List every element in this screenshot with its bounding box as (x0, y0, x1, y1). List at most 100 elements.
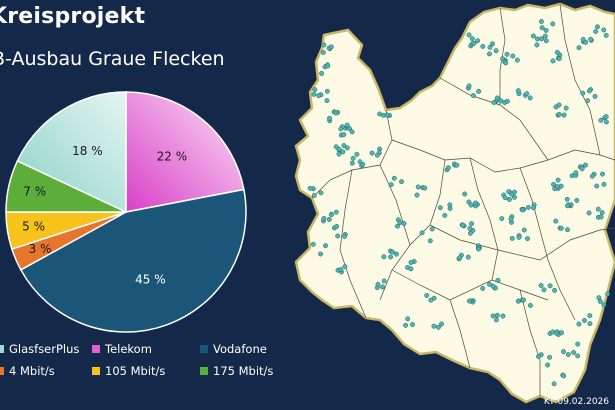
address-dot (493, 317, 499, 323)
address-dot (487, 51, 492, 57)
address-dot (554, 49, 560, 55)
legend-item: 175 Mbit/s (200, 364, 273, 378)
address-dot (530, 33, 536, 39)
address-dot (596, 295, 602, 301)
address-dot (547, 283, 553, 289)
address-dot (588, 36, 594, 42)
address-dot (335, 233, 341, 239)
address-dot (565, 227, 570, 233)
address-dot (594, 183, 600, 189)
address-dot (551, 181, 556, 187)
address-dot (357, 159, 363, 165)
address-dot (318, 251, 324, 257)
address-dot (480, 285, 486, 291)
address-dot (408, 266, 414, 272)
address-dot (480, 43, 486, 49)
pie-slice-label: 5 % (22, 220, 45, 234)
address-dot (535, 36, 540, 42)
address-dot (595, 206, 601, 212)
address-dot (558, 225, 564, 231)
address-dot (556, 56, 562, 62)
address-dot (424, 293, 430, 298)
address-dot (470, 93, 476, 99)
address-dot (589, 173, 595, 179)
page-title: Kreisprojekt (0, 4, 146, 29)
address-dot (374, 152, 380, 158)
address-dot (521, 227, 527, 233)
address-dot (553, 104, 559, 110)
address-dot (320, 50, 326, 55)
address-dot (508, 216, 514, 222)
address-dot (539, 25, 545, 31)
legend-label: Telekom (105, 342, 152, 356)
address-dot (599, 210, 605, 216)
address-dot (312, 87, 318, 93)
address-dot (585, 98, 590, 104)
address-dot (565, 203, 570, 209)
address-dot (545, 362, 551, 368)
address-dot (603, 114, 609, 120)
address-dot (504, 98, 510, 104)
address-dot (542, 33, 548, 39)
municipality-border (311, 109, 393, 199)
legend-swatch (92, 345, 100, 353)
address-dot (431, 323, 437, 329)
address-dot (561, 373, 567, 379)
address-dot (524, 91, 530, 97)
address-dot (565, 352, 571, 357)
address-dot (603, 32, 609, 38)
address-dot (550, 21, 556, 27)
address-dot (466, 32, 472, 38)
date-stamp: KT 09.02.2026 (543, 397, 609, 407)
address-dot (493, 48, 499, 54)
address-dot (405, 316, 411, 322)
address-dot (415, 184, 421, 190)
address-dot (527, 302, 533, 308)
address-dot (333, 209, 339, 215)
pie-slice (16, 91, 127, 214)
address-dot (531, 205, 537, 211)
address-dot (460, 222, 466, 228)
address-dot (575, 341, 581, 347)
legend-item: GlasfserPlus (0, 342, 79, 356)
address-dot (510, 53, 516, 59)
pie-slice-label: 18 % (72, 144, 103, 158)
address-dot (561, 112, 567, 118)
legend-label: GlasfserPlus (9, 342, 80, 356)
address-dot (321, 42, 327, 48)
address-dot (502, 195, 508, 201)
municipality-border (429, 224, 615, 261)
municipality-border (379, 164, 411, 246)
legend-swatch (200, 345, 208, 353)
address-dot (375, 281, 381, 287)
address-dot (390, 249, 396, 255)
address-dot (381, 278, 387, 284)
address-dot (490, 41, 495, 47)
address-dot (429, 226, 435, 232)
address-dot (586, 210, 592, 216)
address-dot (579, 166, 585, 172)
address-dot (512, 194, 517, 200)
address-dot (388, 182, 394, 188)
district-outline (294, 2, 615, 404)
address-dot (336, 151, 342, 157)
address-dot (490, 313, 496, 319)
address-dot (573, 170, 579, 176)
address-dot (600, 171, 605, 177)
address-dot (431, 295, 437, 301)
address-dot (350, 155, 356, 161)
municipality-border (339, 169, 367, 319)
address-dot (574, 197, 580, 203)
address-dot (462, 191, 468, 197)
address-dot (525, 204, 531, 210)
address-dot (391, 175, 397, 181)
address-dot (601, 302, 607, 308)
address-dot (494, 95, 500, 101)
address-dot (598, 117, 604, 123)
legend-label: Vodafone (213, 342, 267, 356)
address-dot (341, 143, 347, 149)
municipality-border (519, 289, 541, 396)
address-dot (538, 19, 544, 24)
address-dot (324, 98, 330, 104)
address-dot (333, 110, 339, 116)
